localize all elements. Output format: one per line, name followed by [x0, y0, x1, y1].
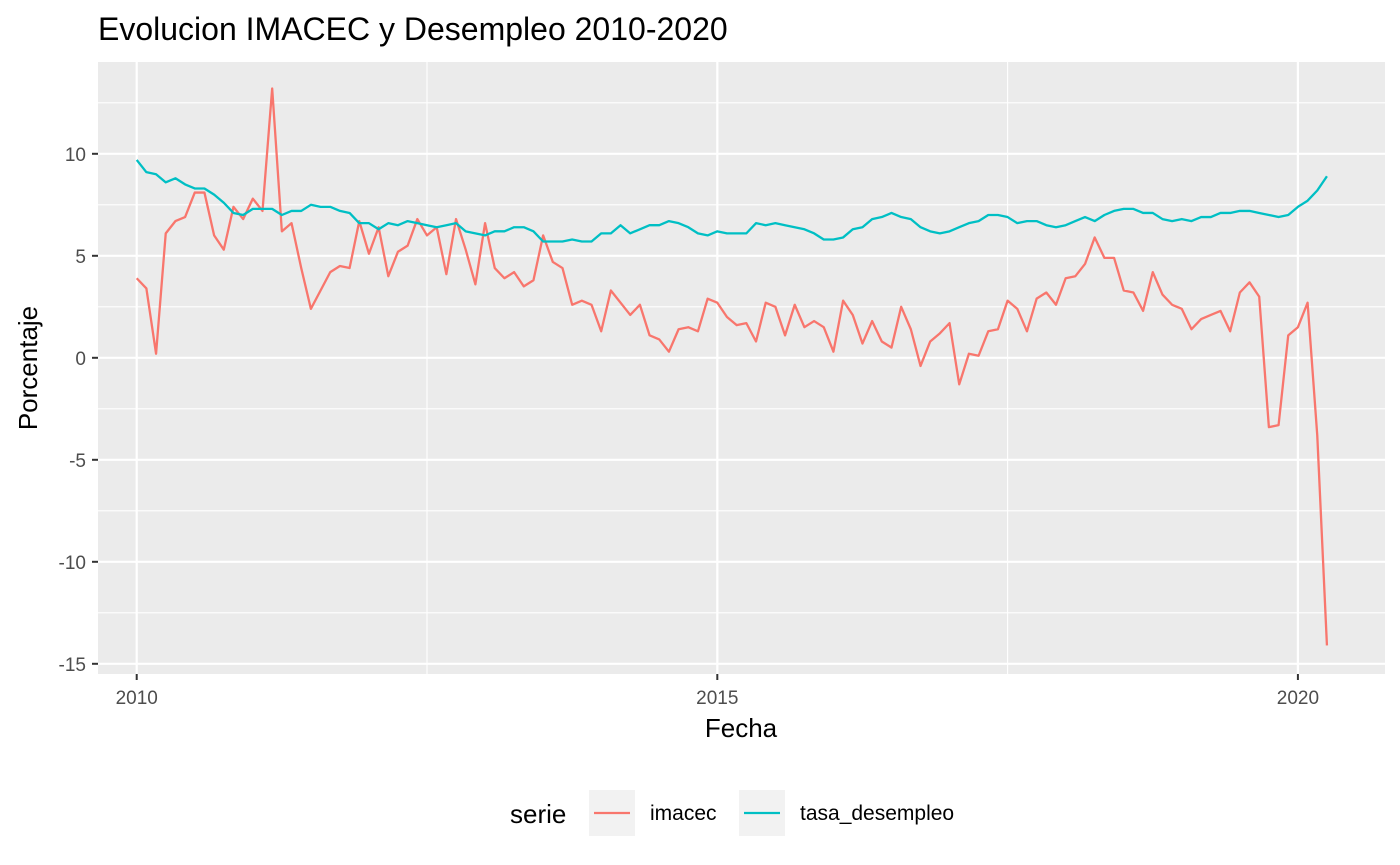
x-tick-label: 2015 [696, 688, 738, 709]
series-lines [135, 87, 1329, 646]
x-axis-title: Fecha [705, 713, 778, 743]
x-axis: 2010 2015 2020 [116, 674, 1319, 709]
series-line-tasa-desempleo [135, 159, 1328, 243]
y-axis-title: Porcentaje [13, 306, 43, 430]
y-tick-label: -15 [59, 655, 86, 676]
legend-title: serie [510, 799, 566, 829]
y-tick-label: -10 [59, 553, 86, 574]
grid-major [98, 62, 1385, 674]
legend: serie imacec tasa_desempleo [510, 790, 954, 836]
x-tick-label: 2010 [116, 688, 158, 709]
y-axis: -15 -10 -5 0 5 10 [59, 145, 98, 676]
y-tick-label: 5 [75, 247, 86, 268]
series-line-imacec [135, 87, 1329, 646]
x-tick-label: 2020 [1277, 688, 1319, 709]
y-tick-label: 10 [65, 145, 86, 166]
legend-label-imacec: imacec [650, 802, 717, 825]
plot-panel [98, 62, 1385, 674]
y-tick-label: -5 [69, 451, 86, 472]
chart-title: Evolucion IMACEC y Desempleo 2010-2020 [98, 11, 728, 47]
legend-label-tasa-desempleo: tasa_desempleo [800, 802, 954, 825]
y-tick-label: 0 [75, 349, 86, 370]
